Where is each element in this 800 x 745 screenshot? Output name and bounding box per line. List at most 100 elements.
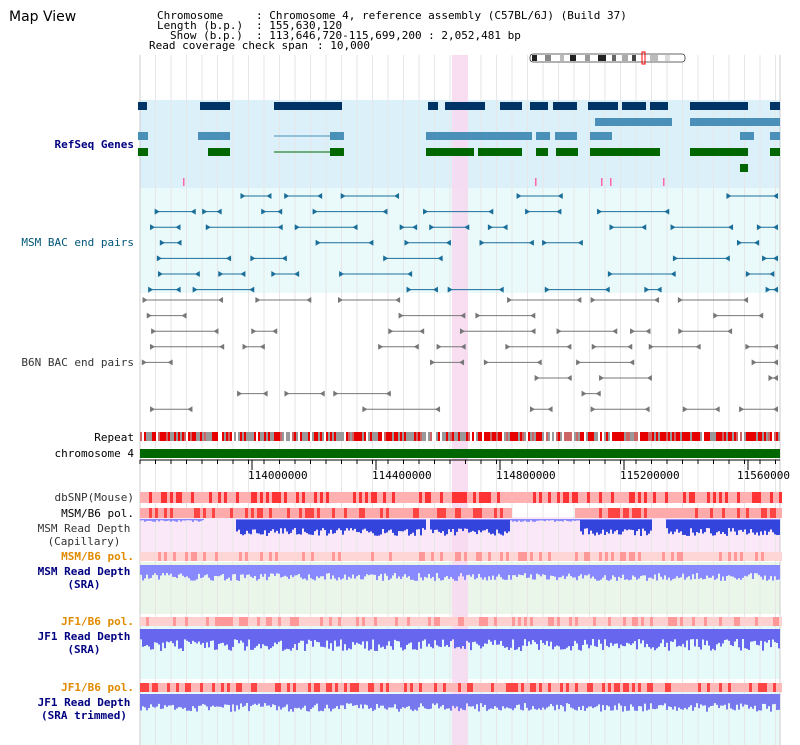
msm-sra-depth-bar — [320, 565, 322, 577]
msm-bac-pair-end — [368, 239, 374, 246]
jf1-trim-depth-bar — [316, 694, 318, 704]
jf1-sra-depth-bar — [454, 629, 456, 649]
jf1-sra-depth-bar — [552, 629, 554, 650]
jf1-b6-pol-cell — [356, 617, 359, 626]
jf1-sra-depth-bar — [570, 629, 572, 651]
msm-bac-pair-end — [670, 224, 676, 231]
jf1-b6-pol-cell — [698, 683, 701, 692]
b6n-bac-pair-end — [595, 390, 601, 397]
msm-sra-depth-bar — [684, 565, 686, 580]
dbsnp-cell — [203, 492, 206, 503]
msm-b6-pol-cell — [353, 552, 356, 561]
repeat-block — [380, 432, 382, 441]
msm-sra-depth-bar — [706, 565, 708, 576]
jf1-sra-depth-bar — [402, 629, 404, 651]
jf1-trim-depth-bar — [614, 694, 616, 706]
msm-sra-depth-bar — [452, 565, 454, 579]
dbsnp-cell — [641, 492, 644, 503]
repeat-block — [146, 432, 148, 441]
msm-bac-pair-end — [194, 271, 200, 277]
capillary-depth-bar — [732, 520, 734, 529]
repeat-block — [486, 432, 488, 441]
capillary-depth-bar — [484, 519, 486, 521]
msm-b6-pol-cell — [488, 552, 491, 561]
capillary-depth-bar — [358, 520, 360, 533]
msm-sra-depth-bar — [640, 565, 642, 577]
refseq-genes-label[interactable]: RefSeq Genes — [54, 138, 134, 151]
msm-sra-depth-bar — [718, 565, 720, 574]
ideogram-band — [632, 55, 636, 61]
dbsnp-cell — [506, 492, 509, 503]
msm-sra-depth-bar — [464, 565, 466, 580]
b6n-bac-label[interactable]: B6N BAC end pairs — [21, 356, 134, 369]
repeat-block — [744, 432, 746, 441]
capillary-depth-bar — [768, 520, 770, 532]
msm-sra-depth-bar — [748, 565, 750, 575]
b6n-bac-pair-end — [460, 343, 466, 350]
msm-sra-depth-bar — [398, 565, 400, 577]
jf1-sra-depth-bar — [692, 629, 694, 640]
repeat-block — [530, 432, 532, 441]
dbsnp-cell — [743, 492, 746, 503]
msm-b6-pol-cell — [401, 552, 404, 561]
repeat-block — [182, 432, 184, 441]
capillary-depth-bar — [738, 519, 740, 521]
msm-b6-pol-cell — [245, 552, 248, 561]
msm-bac-pair-end — [412, 224, 418, 231]
capillary-depth-bar — [462, 520, 464, 532]
jf1-b6-pol-cell — [776, 617, 779, 626]
msm-bac-pair-end — [312, 208, 318, 215]
capillary-depth-bar — [588, 519, 590, 521]
jf1-trim-depth-bar — [648, 694, 650, 710]
msm-b6-pol-cell — [680, 508, 683, 518]
jf1-sra-depth-bar — [384, 629, 386, 649]
msm-sra-depth-bar — [656, 565, 658, 581]
jf1-sra-depth-bar — [222, 629, 224, 643]
repeat-block — [404, 432, 406, 441]
b6n-bac-pair-end — [745, 343, 751, 350]
msm-b6-pol-cell — [374, 552, 377, 561]
msm-sra-depth-bar — [638, 565, 640, 579]
msm-b6-pol-cell — [644, 508, 647, 518]
dbsnp-cell — [677, 492, 680, 503]
capillary-depth-bar — [634, 520, 636, 536]
repeat-block — [746, 432, 748, 441]
jf1-sra-depth-bar — [164, 629, 166, 649]
msm-sra-depth-bar — [184, 565, 186, 578]
capillary-depth-bar — [276, 519, 278, 521]
msm-b6-pol-cell — [686, 552, 689, 561]
jf1-b6-pol-cell — [305, 617, 308, 626]
dbsnp-cell — [572, 492, 575, 503]
capillary-depth-bar — [498, 520, 500, 534]
dbsnp-cell — [746, 492, 749, 503]
msm-sra-depth-bar — [674, 565, 676, 579]
msm-b6-pol-cell — [269, 552, 272, 561]
dbsnp-cell — [227, 492, 230, 503]
msm-sra-depth-bar — [698, 565, 700, 579]
repeat-block — [164, 432, 166, 441]
b6n-bac-pair-end — [150, 406, 156, 413]
msm-bac-label[interactable]: MSM BAC end pairs — [21, 236, 134, 249]
repeat-block — [608, 432, 610, 441]
msm-sra-depth-bar — [462, 565, 464, 577]
msm-b6-pol-cell — [287, 552, 290, 561]
jf1-b6-pol-cell — [560, 683, 563, 692]
jf1-sra-depth-bar — [210, 629, 212, 641]
jf1-b6-pol-cell — [317, 617, 320, 626]
dbsnp-cell — [155, 492, 158, 503]
msm-b6-pol-cell — [200, 508, 203, 518]
jf1-sra-depth-bar — [182, 629, 184, 651]
jf1-trim-depth-bar — [276, 694, 278, 711]
jf1-b6-pol-cell — [197, 683, 200, 692]
dbsnp-cell — [737, 492, 740, 503]
msm-sra-depth-bar — [688, 565, 690, 577]
dbsnp-cell — [476, 492, 479, 503]
jf1-sra-depth-bar — [436, 629, 438, 646]
msm-b6-pol-cell — [248, 508, 251, 518]
capillary-depth-bar — [720, 519, 722, 521]
capillary-depth-bar — [722, 520, 724, 533]
capillary-depth-bar — [702, 520, 704, 534]
capillary-depth-bar — [622, 520, 624, 532]
msm-sra-depth-bar — [152, 565, 154, 576]
